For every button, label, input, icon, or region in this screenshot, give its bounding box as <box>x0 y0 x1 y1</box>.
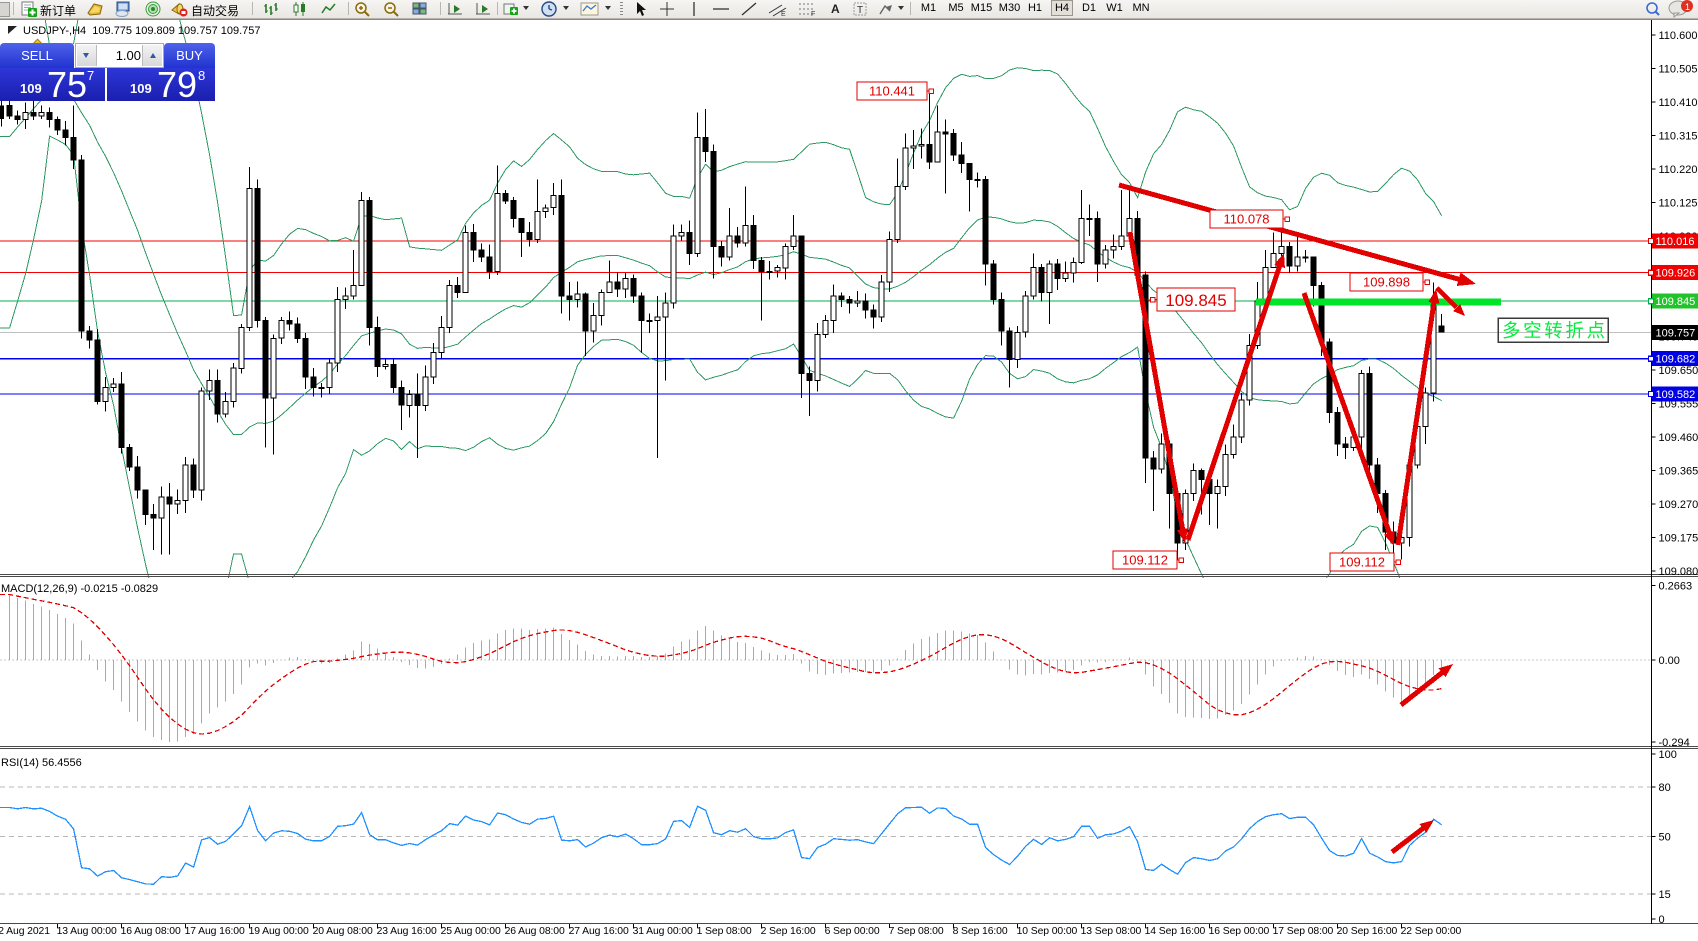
svg-text:109.757: 109.757 <box>1656 327 1696 339</box>
svg-text:109.365: 109.365 <box>1659 466 1698 478</box>
svg-text:110.078: 110.078 <box>1223 212 1269 227</box>
svg-text:20 Aug 08:00: 20 Aug 08:00 <box>313 926 373 937</box>
svg-text:109.175: 109.175 <box>1659 533 1698 545</box>
svg-text:109.845: 109.845 <box>1165 291 1226 310</box>
svg-text:T: T <box>857 5 863 16</box>
svg-text:MACD(12,26,9) -0.0215 -0.0829: MACD(12,26,9) -0.0215 -0.0829 <box>1 583 158 595</box>
svg-text:0.00: 0.00 <box>1659 655 1680 667</box>
svg-text:13 Sep 08:00: 13 Sep 08:00 <box>1081 926 1142 937</box>
svg-text:16 Sep 00:00: 16 Sep 00:00 <box>1209 926 1270 937</box>
svg-text:110.600: 110.600 <box>1659 30 1698 42</box>
svg-text:1: 1 <box>1685 2 1690 12</box>
svg-text:31 Aug 00:00: 31 Aug 00:00 <box>633 926 693 937</box>
svg-text:23 Aug 16:00: 23 Aug 16:00 <box>377 926 437 937</box>
svg-text:E: E <box>781 11 786 17</box>
svg-text:-0.294: -0.294 <box>1659 737 1690 749</box>
svg-text:100: 100 <box>1659 749 1677 761</box>
svg-text:80: 80 <box>1659 782 1671 794</box>
svg-text:109.898: 109.898 <box>1363 275 1410 290</box>
svg-text:109.650: 109.650 <box>1659 365 1698 377</box>
svg-text:2 Sep 16:00: 2 Sep 16:00 <box>761 926 816 937</box>
svg-text:10 Sep 00:00: 10 Sep 00:00 <box>1017 926 1078 937</box>
svg-text:8 Sep 16:00: 8 Sep 16:00 <box>953 926 1008 937</box>
svg-text:20 Sep 16:00: 20 Sep 16:00 <box>1337 926 1398 937</box>
svg-text:14 Sep 16:00: 14 Sep 16:00 <box>1145 926 1206 937</box>
svg-text:109.080: 109.080 <box>1659 566 1698 578</box>
svg-text:109.682: 109.682 <box>1656 354 1696 366</box>
svg-text:12 Aug 2021: 12 Aug 2021 <box>0 926 50 937</box>
svg-text:1 Sep 08:00: 1 Sep 08:00 <box>697 926 752 937</box>
svg-text:110.315: 110.315 <box>1659 131 1698 143</box>
svg-text:19 Aug 00:00: 19 Aug 00:00 <box>249 926 309 937</box>
svg-text:6 Sep 00:00: 6 Sep 00:00 <box>825 926 880 937</box>
svg-text:50: 50 <box>1659 832 1671 844</box>
svg-text:109.926: 109.926 <box>1656 268 1696 280</box>
svg-text:109.270: 109.270 <box>1659 499 1698 511</box>
svg-text:15: 15 <box>1659 889 1671 901</box>
svg-text:110.220: 110.220 <box>1659 164 1698 176</box>
svg-text:110.410: 110.410 <box>1659 97 1698 109</box>
svg-text:109.112: 109.112 <box>1339 555 1385 570</box>
svg-text:109.845: 109.845 <box>1656 296 1696 308</box>
svg-text:26 Aug 08:00: 26 Aug 08:00 <box>505 926 565 937</box>
svg-text:109.582: 109.582 <box>1656 389 1696 401</box>
svg-text:110.505: 110.505 <box>1659 64 1698 76</box>
svg-text:7 Sep 08:00: 7 Sep 08:00 <box>889 926 944 937</box>
svg-text:F: F <box>811 11 815 17</box>
svg-text:13 Aug 00:00: 13 Aug 00:00 <box>57 926 117 937</box>
svg-text:22 Sep 00:00: 22 Sep 00:00 <box>1401 926 1462 937</box>
svg-text:109.112: 109.112 <box>1122 553 1168 568</box>
svg-text:110.125: 110.125 <box>1659 198 1698 210</box>
svg-text:0.2663: 0.2663 <box>1659 581 1693 593</box>
svg-text:110.016: 110.016 <box>1656 236 1695 248</box>
svg-text:16 Aug 08:00: 16 Aug 08:00 <box>121 926 181 937</box>
svg-text:17 Aug 16:00: 17 Aug 16:00 <box>185 926 245 937</box>
svg-text:多空转折点: 多空转折点 <box>1502 320 1605 341</box>
svg-text:0: 0 <box>1659 914 1665 926</box>
svg-text:109.460: 109.460 <box>1659 432 1698 444</box>
svg-text:17 Sep 08:00: 17 Sep 08:00 <box>1273 926 1334 937</box>
svg-text:27 Aug 16:00: 27 Aug 16:00 <box>569 926 629 937</box>
svg-text:110.441: 110.441 <box>869 84 915 99</box>
svg-text:25 Aug 00:00: 25 Aug 00:00 <box>441 926 501 937</box>
svg-text:RSI(14) 56.4556: RSI(14) 56.4556 <box>1 757 82 769</box>
